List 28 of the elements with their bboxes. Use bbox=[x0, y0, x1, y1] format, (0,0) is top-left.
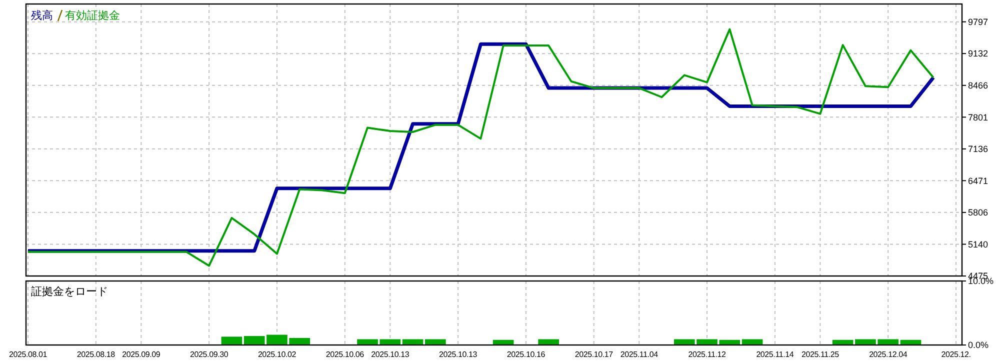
y-tick-label: 6471 bbox=[968, 176, 988, 186]
x-tick-label: 2025.09.30 bbox=[190, 350, 229, 359]
x-tick-label: 2025.10.16 bbox=[506, 350, 546, 359]
y-tick-label: 7136 bbox=[968, 144, 988, 154]
chart-title: 証拠金をロード bbox=[31, 285, 108, 298]
y-tick-label: 5140 bbox=[968, 239, 988, 250]
y-tick-label: 5806 bbox=[968, 208, 988, 218]
y-tick-label: 7801 bbox=[968, 112, 988, 122]
y-tick-label: 8466 bbox=[968, 80, 988, 91]
x-tick-label: 2025.11.25 bbox=[801, 350, 840, 359]
x-tick-label: 2025.09.09 bbox=[122, 350, 161, 359]
x-tick-label: 2025.12.04 bbox=[869, 350, 908, 359]
y-tick-label: 9132 bbox=[968, 48, 988, 59]
x-tick-label: 2025.10.02 bbox=[258, 350, 297, 359]
x-tick-label: 2025.12. bbox=[941, 350, 971, 359]
y-tick-label: 0.0% bbox=[968, 340, 989, 350]
x-tick-label: 2025.11.04 bbox=[620, 350, 659, 359]
text: 有効証拠金 bbox=[65, 9, 120, 22]
x-tick-label: 2025.10.13 bbox=[371, 350, 410, 359]
x-tick-label: 2025.10.13 bbox=[439, 350, 478, 359]
x-tick-label: 2025.11.12 bbox=[688, 350, 726, 359]
x-tick-label: 2025.11.14 bbox=[756, 350, 794, 359]
text: 残高 bbox=[31, 9, 53, 22]
x-tick-label: 2025.10.06 bbox=[326, 350, 365, 359]
x-tick-label: 2025.08.18 bbox=[76, 350, 116, 359]
x-tick-label: 2025.08.01 bbox=[8, 350, 48, 359]
x-tick-label: 2025.10.17 bbox=[574, 350, 614, 359]
y-tick-label: 9797 bbox=[968, 16, 988, 27]
